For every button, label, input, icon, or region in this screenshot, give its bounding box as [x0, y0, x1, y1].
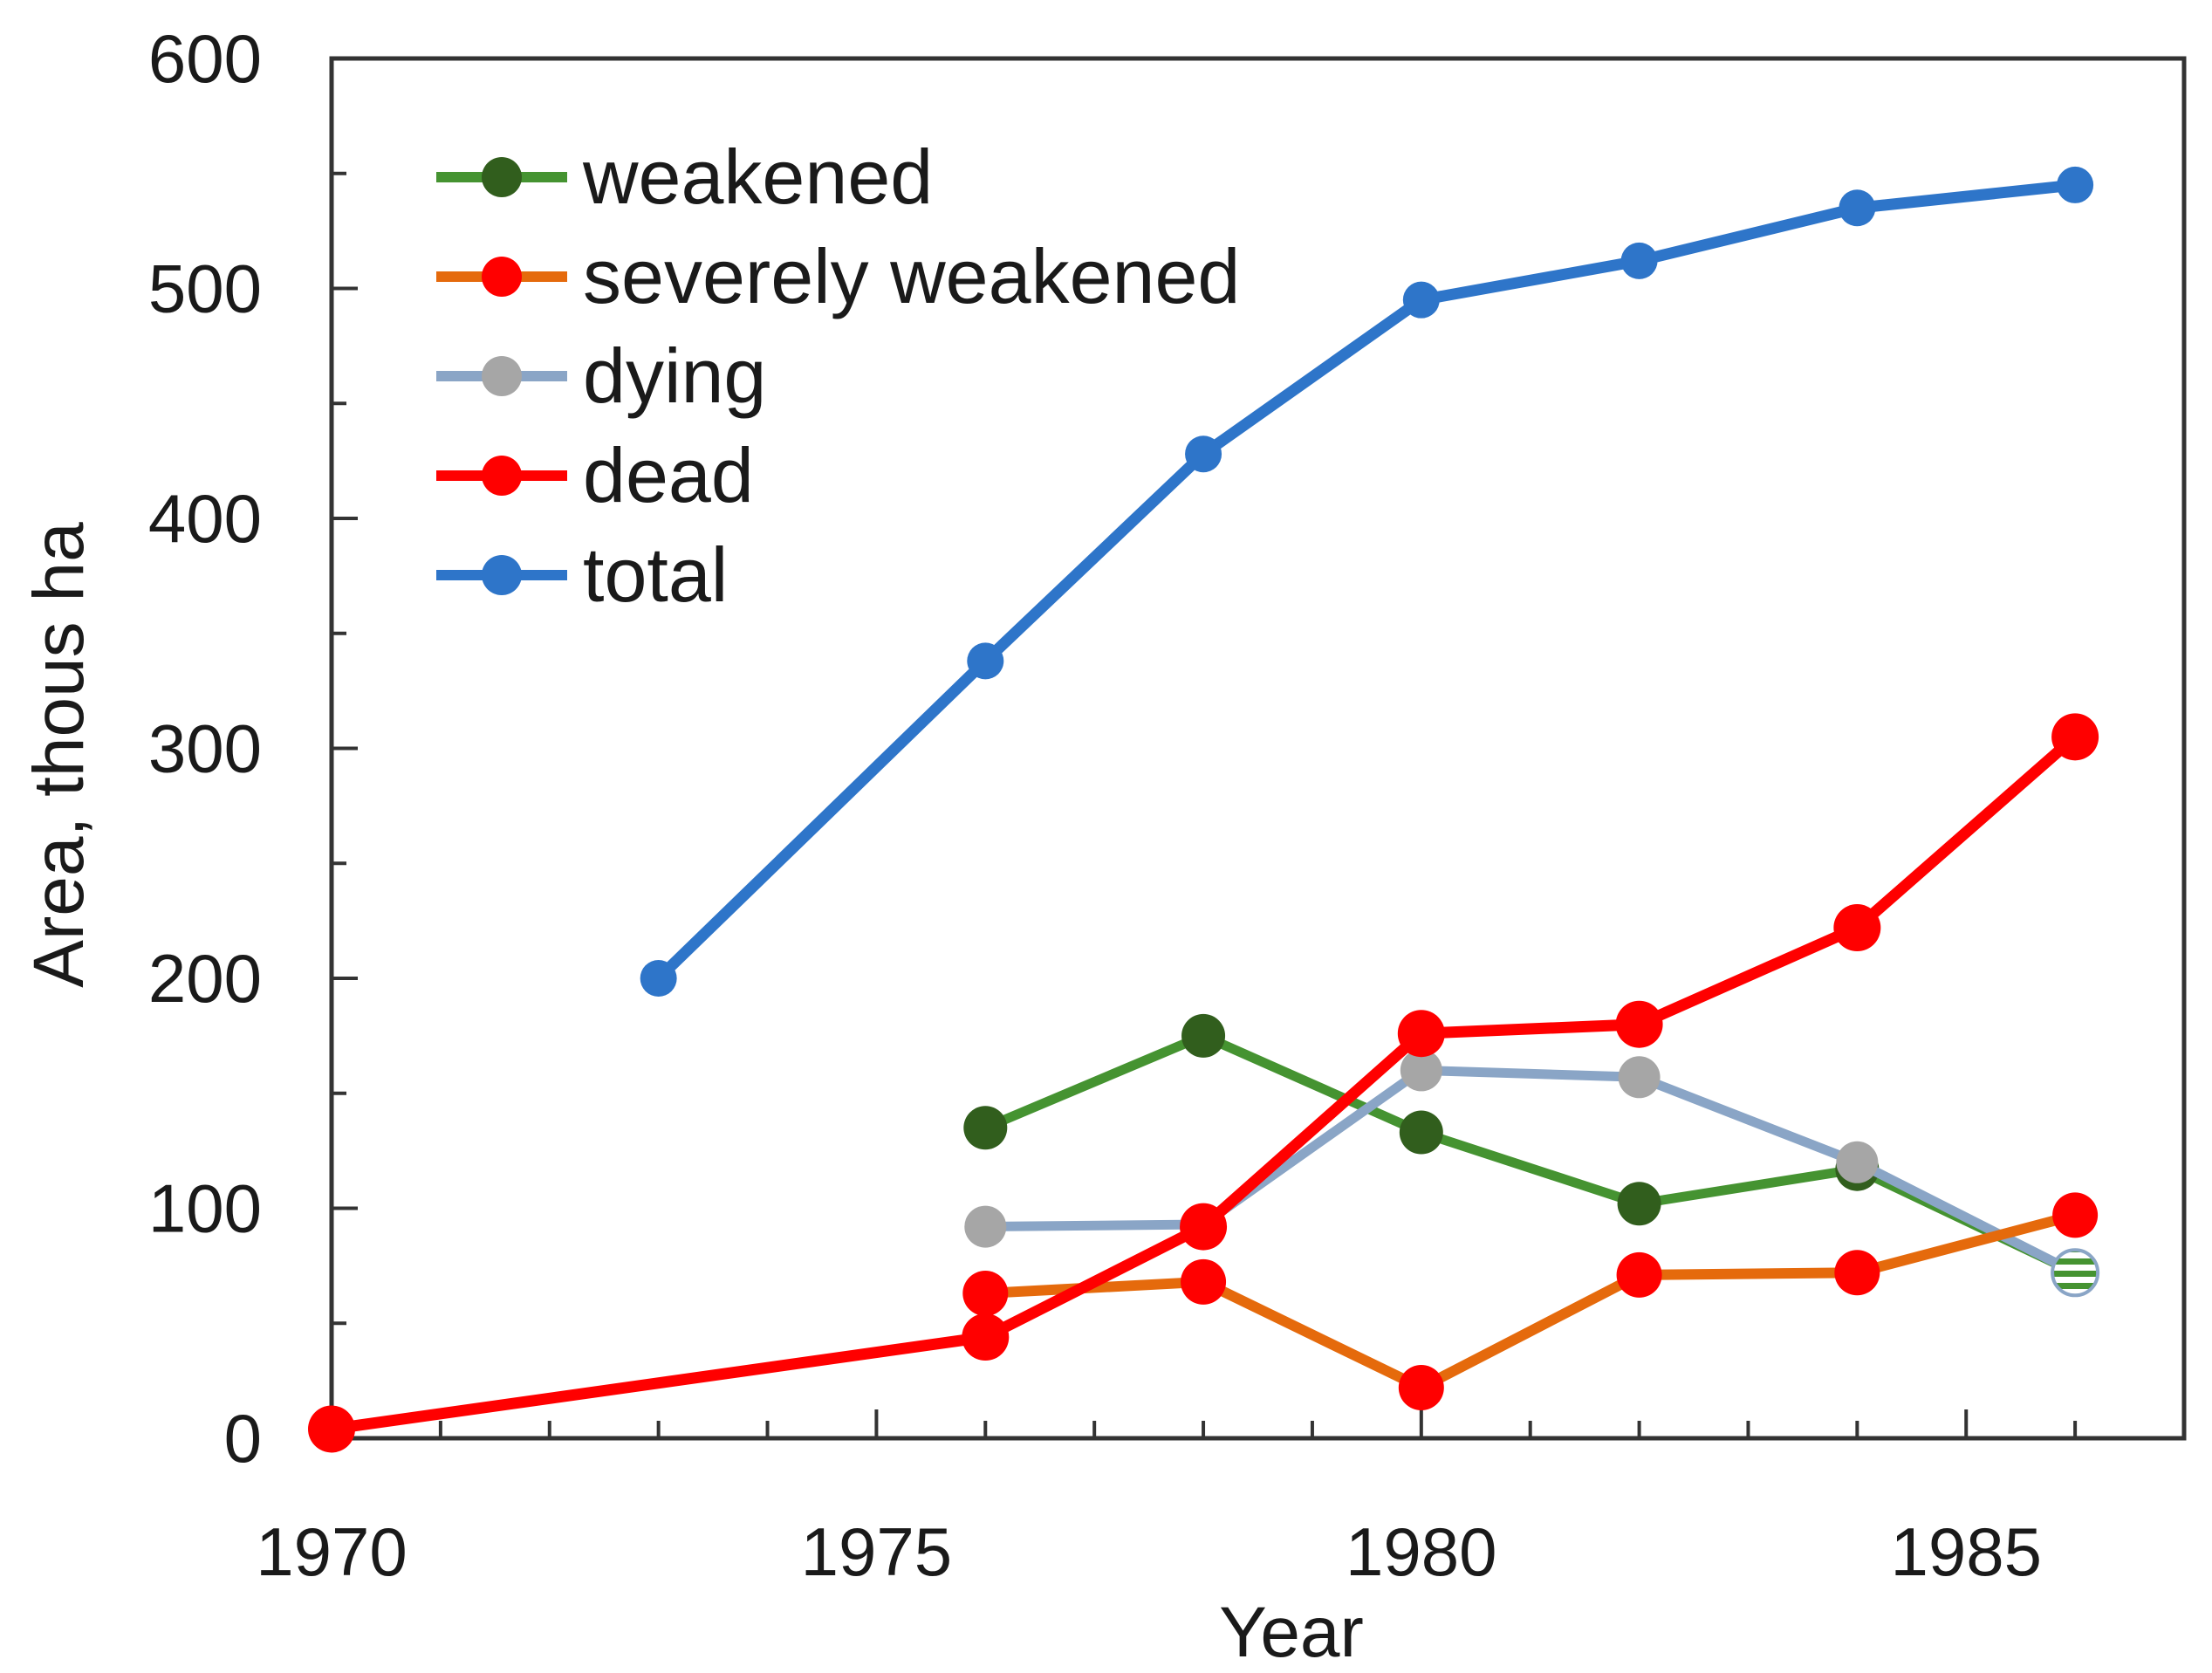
legend-label-severely-weakened: severely weakened [583, 233, 1240, 319]
y-tick-label: 0 [224, 1400, 262, 1477]
series-dead-marker [1397, 1010, 1445, 1058]
series-severely-weakened [962, 1192, 2099, 1411]
series-total-marker [967, 642, 1004, 680]
series-severely-weakened-marker [962, 1270, 1009, 1316]
x-tick-label: 1970 [256, 1513, 407, 1590]
legend-item-dying: dying [436, 333, 766, 419]
legend-swatch-marker-dead [482, 456, 522, 496]
x-tick-label: 1975 [801, 1513, 953, 1590]
y-tick-label: 300 [148, 710, 262, 787]
series-severely-weakened-marker [1616, 1251, 1662, 1298]
legend-label-dead: dead [583, 432, 754, 518]
legend-label-weakened: weakened [582, 134, 933, 220]
y-tick-label: 500 [148, 250, 262, 327]
series-weakened-line [980, 1031, 2080, 1278]
series-dead-marker [1180, 1203, 1228, 1251]
series-dead-marker [962, 1313, 1010, 1361]
overlap-striped-marker [2051, 1248, 2100, 1298]
series-total-marker [2057, 166, 2094, 203]
series-total-marker [1620, 242, 1658, 279]
series-total-marker [1839, 189, 1876, 227]
y-axis-title: Area, thous ha [19, 522, 99, 988]
legend-swatch-marker-total [482, 555, 522, 595]
axis-tick-labels: 0 100 200 300 400 500 600 1970 1975 1980 1985 [148, 20, 2042, 1590]
legend-label-total: total [583, 531, 728, 618]
series-dead-marker [2051, 713, 2099, 761]
legend-item-weakened: weakened [436, 134, 933, 220]
series-total [640, 166, 2094, 997]
series-total-marker [1402, 281, 1440, 319]
series-severely-weakened-marker [2052, 1192, 2099, 1238]
series-dead [308, 713, 2099, 1453]
series-weakened-marker [963, 1106, 1008, 1150]
series-weakened-marker [1399, 1110, 1443, 1155]
series-severely-weakened-marker [1834, 1250, 1880, 1296]
series-total-marker [1185, 435, 1222, 473]
series-severely-weakened-marker [1181, 1258, 1227, 1305]
series-dead-marker [1615, 1000, 1663, 1048]
series-layer [308, 166, 2100, 1453]
series-dying-marker [1618, 1056, 1661, 1099]
axis-ticks [332, 171, 2078, 1438]
legend-item-total: total [436, 531, 728, 618]
y-tick-label: 600 [148, 20, 262, 97]
series-dead-line [325, 730, 2081, 1435]
legend-swatch-marker-severely-weakened [482, 257, 522, 297]
series-dying-marker [1836, 1141, 1879, 1183]
legend-swatch-marker-dying [482, 356, 522, 396]
series-weakened-marker [1181, 1013, 1226, 1058]
x-tick-label: 1985 [1890, 1513, 2042, 1590]
series-dead-marker [1833, 904, 1881, 952]
legend-item-dead: dead [436, 432, 754, 518]
y-tick-label: 100 [148, 1170, 262, 1247]
series-severely-weakened-line [980, 1210, 2081, 1394]
series-weakened-marker [1617, 1182, 1661, 1226]
legend-label-dying: dying [583, 333, 766, 419]
legend-swatch-marker-weakened [482, 157, 522, 197]
legend: weakened severely weakened dying dead total [436, 134, 1240, 618]
legend-item-severely-weakened: severely weakened [436, 233, 1240, 319]
series-total-marker [640, 960, 677, 997]
series-dying-marker [1400, 1049, 1442, 1092]
series-dying-marker [964, 1205, 1007, 1248]
x-tick-label: 1980 [1346, 1513, 1497, 1590]
series-dying-line [980, 1065, 2080, 1278]
y-tick-label: 400 [148, 480, 262, 557]
x-axis-title: Year [1219, 1593, 1364, 1672]
series-severely-weakened-marker [1398, 1365, 1444, 1411]
y-tick-label: 200 [148, 940, 262, 1017]
series-dead-marker [308, 1405, 355, 1453]
